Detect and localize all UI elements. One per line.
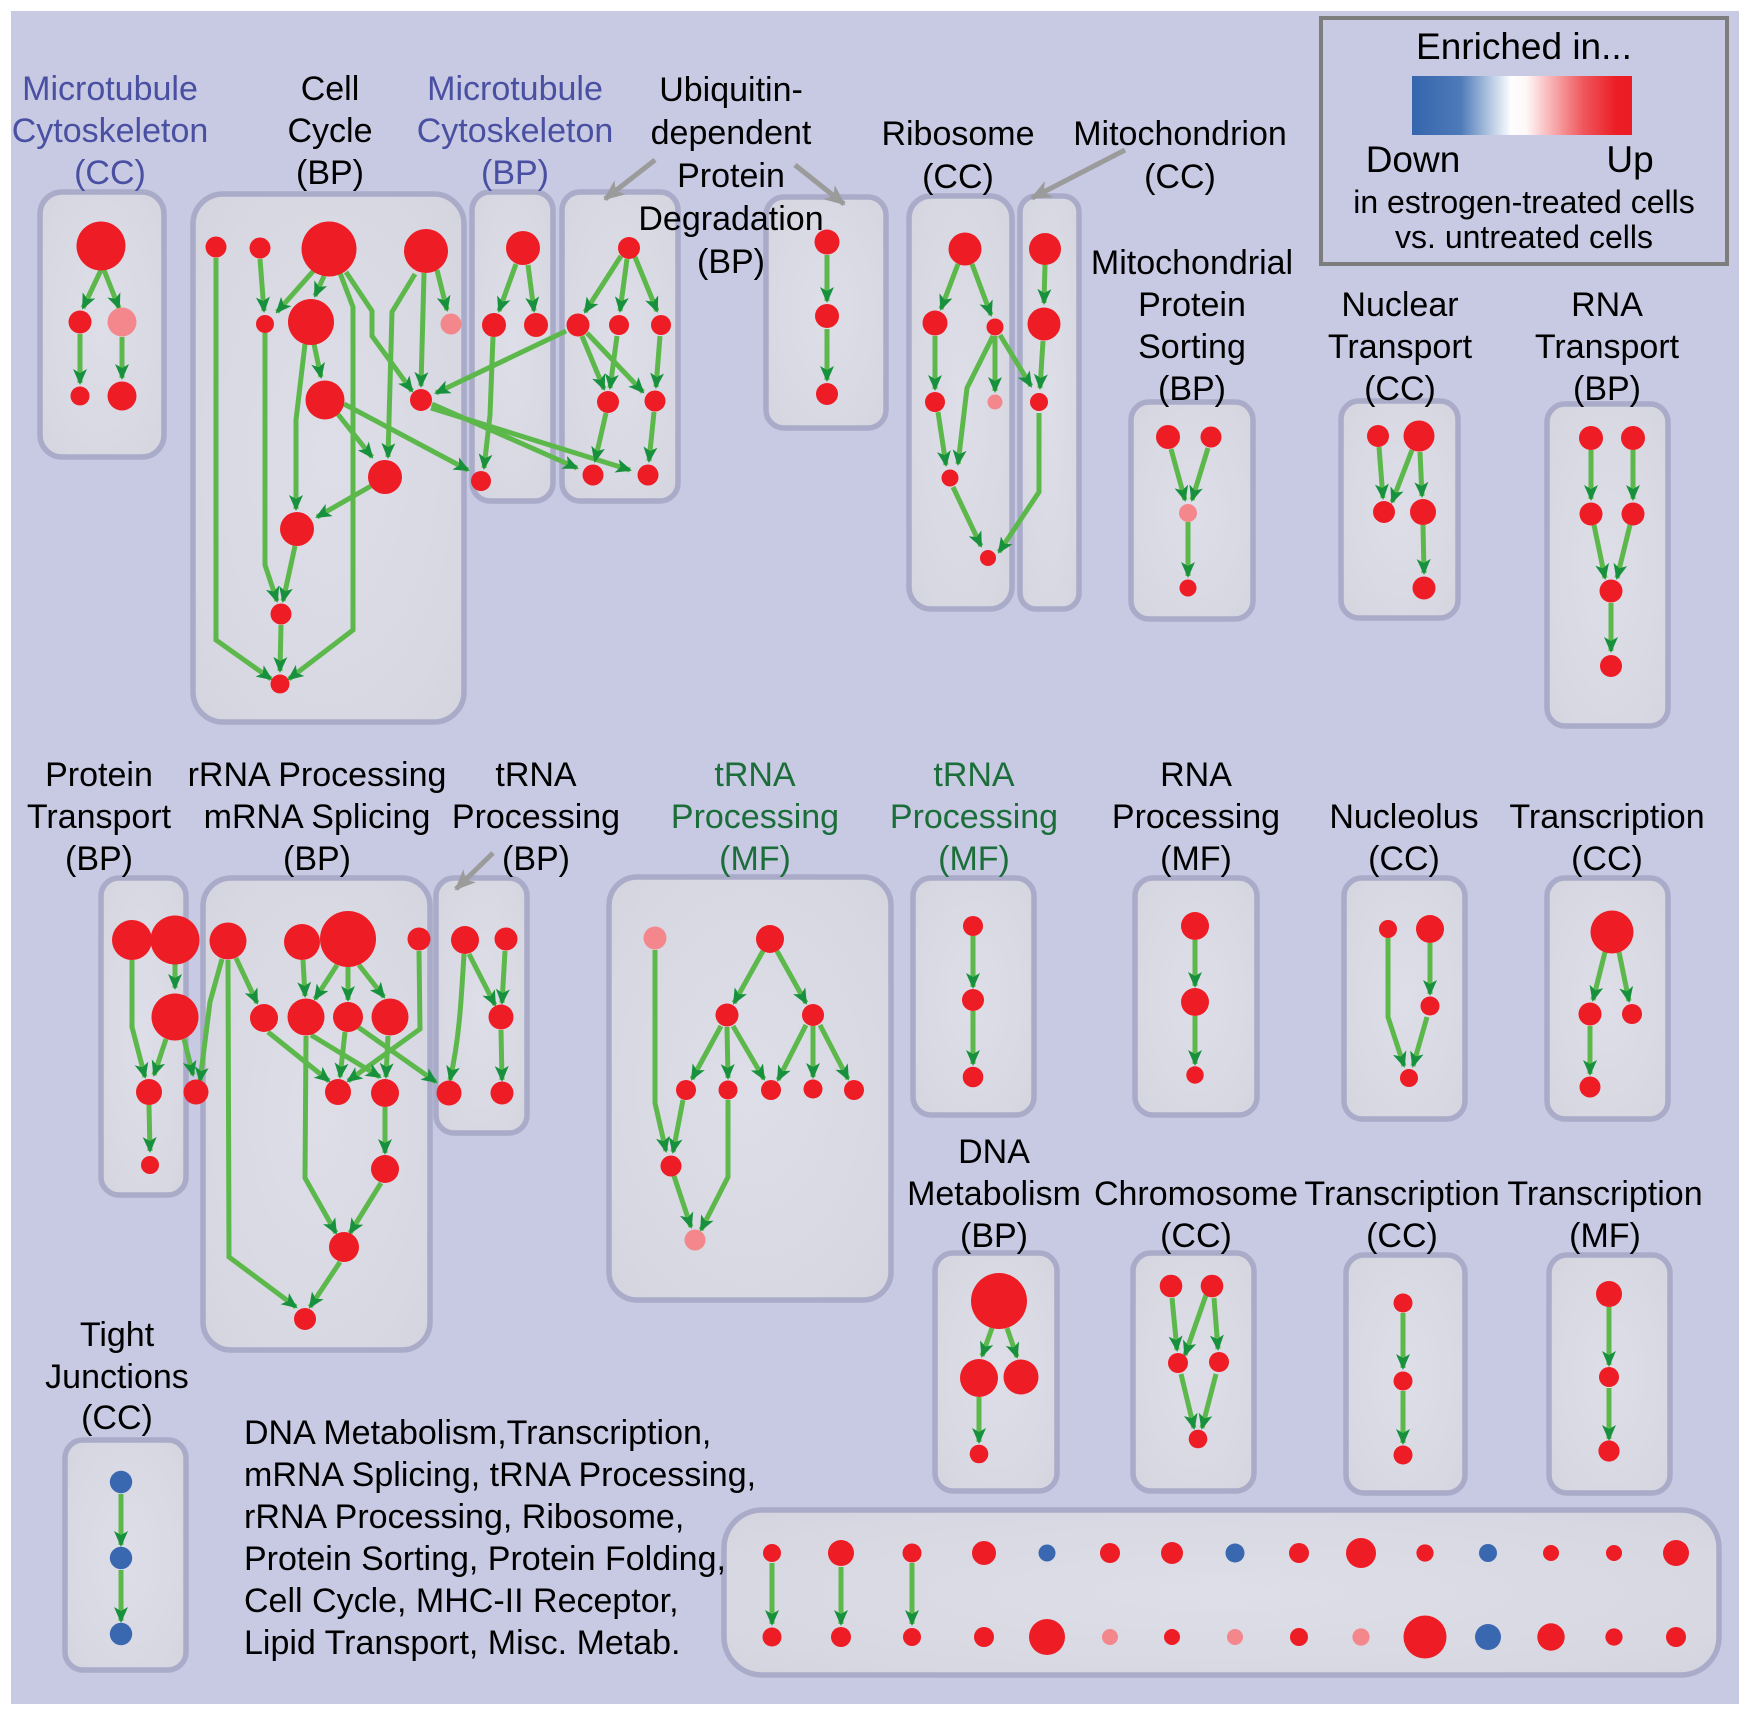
- svg-text:DNA Metabolism,Transcription,: DNA Metabolism,Transcription,: [244, 1414, 711, 1452]
- svg-text:dependent: dependent: [651, 114, 812, 152]
- svg-text:Lipid Transport, Misc. Metab.: Lipid Transport, Misc. Metab.: [244, 1624, 681, 1662]
- svg-text:Processing: Processing: [671, 798, 839, 836]
- svg-text:DNA: DNA: [958, 1133, 1030, 1171]
- svg-text:Transport: Transport: [1535, 328, 1680, 366]
- svg-text:(CC): (CC): [1160, 1217, 1232, 1255]
- svg-text:(CC): (CC): [1571, 840, 1643, 878]
- svg-text:(MF): (MF): [1569, 1217, 1641, 1255]
- svg-text:(MF): (MF): [1160, 840, 1232, 878]
- svg-text:(MF): (MF): [719, 840, 791, 878]
- svg-text:Processing: Processing: [890, 798, 1058, 836]
- svg-text:Chromosome: Chromosome: [1094, 1175, 1298, 1213]
- svg-text:Degradation: Degradation: [638, 200, 823, 238]
- svg-text:Protein Sorting, Protein Foldi: Protein Sorting, Protein Folding,: [244, 1540, 726, 1578]
- svg-text:Tight: Tight: [80, 1316, 155, 1354]
- svg-text:(CC): (CC): [1368, 840, 1440, 878]
- svg-text:Protein: Protein: [1138, 286, 1246, 324]
- svg-text:(BP): (BP): [502, 840, 570, 878]
- svg-text:Cycle: Cycle: [287, 112, 372, 150]
- svg-text:(CC): (CC): [1364, 370, 1436, 408]
- svg-text:Transcription: Transcription: [1509, 798, 1704, 836]
- svg-text:rRNA Processing: rRNA Processing: [188, 756, 447, 794]
- svg-text:(BP): (BP): [960, 1217, 1028, 1255]
- svg-text:Processing: Processing: [452, 798, 620, 836]
- svg-text:tRNA: tRNA: [933, 756, 1015, 794]
- svg-text:Transport: Transport: [27, 798, 172, 836]
- svg-text:Transport: Transport: [1328, 328, 1473, 366]
- svg-text:Metabolism: Metabolism: [907, 1175, 1081, 1213]
- svg-text:(BP): (BP): [697, 243, 765, 281]
- svg-text:(MF): (MF): [938, 840, 1010, 878]
- svg-text:Down: Down: [1366, 139, 1461, 180]
- svg-text:(CC): (CC): [81, 1399, 153, 1437]
- svg-text:Cell Cycle, MHC-II Receptor,: Cell Cycle, MHC-II Receptor,: [244, 1582, 679, 1620]
- svg-text:(CC): (CC): [1366, 1217, 1438, 1255]
- svg-text:Microtubule: Microtubule: [22, 70, 198, 108]
- svg-text:(BP): (BP): [1158, 370, 1226, 408]
- svg-text:Protein: Protein: [45, 756, 153, 794]
- svg-text:Enriched in...: Enriched in...: [1416, 26, 1632, 67]
- svg-text:in estrogen-treated cells: in estrogen-treated cells: [1353, 184, 1695, 220]
- svg-text:Up: Up: [1606, 139, 1653, 180]
- svg-text:Transcription: Transcription: [1304, 1175, 1499, 1213]
- svg-text:Ribosome: Ribosome: [881, 115, 1034, 153]
- svg-text:Mitochondrial: Mitochondrial: [1091, 244, 1293, 282]
- svg-text:rRNA Processing, Ribosome,: rRNA Processing, Ribosome,: [244, 1498, 684, 1536]
- svg-text:Sorting: Sorting: [1138, 328, 1246, 366]
- svg-text:Transcription: Transcription: [1507, 1175, 1702, 1213]
- svg-text:Junctions: Junctions: [45, 1358, 189, 1396]
- svg-text:(BP): (BP): [481, 154, 549, 192]
- svg-text:Cytoskeleton: Cytoskeleton: [417, 112, 614, 150]
- svg-text:Cytoskeleton: Cytoskeleton: [12, 112, 209, 150]
- svg-text:(BP): (BP): [65, 840, 133, 878]
- svg-text:(BP): (BP): [296, 154, 364, 192]
- svg-text:(CC): (CC): [1144, 158, 1216, 196]
- svg-text:mRNA Splicing, tRNA Processing: mRNA Splicing, tRNA Processing,: [244, 1456, 756, 1494]
- svg-text:(CC): (CC): [74, 154, 146, 192]
- svg-text:Nucleolus: Nucleolus: [1329, 798, 1478, 836]
- svg-text:Protein: Protein: [677, 157, 785, 195]
- svg-text:Cell: Cell: [301, 70, 360, 108]
- svg-text:(CC): (CC): [922, 158, 994, 196]
- svg-text:mRNA Splicing: mRNA Splicing: [204, 798, 431, 836]
- svg-text:(BP): (BP): [1573, 370, 1641, 408]
- svg-text:tRNA: tRNA: [714, 756, 796, 794]
- svg-text:(BP): (BP): [283, 840, 351, 878]
- svg-text:RNA: RNA: [1571, 286, 1643, 324]
- svg-text:vs. untreated cells: vs. untreated cells: [1395, 219, 1653, 255]
- svg-text:Mitochondrion: Mitochondrion: [1073, 115, 1287, 153]
- svg-text:RNA: RNA: [1160, 756, 1232, 794]
- svg-text:tRNA: tRNA: [495, 756, 577, 794]
- svg-text:Ubiquitin-: Ubiquitin-: [659, 71, 803, 109]
- svg-text:Microtubule: Microtubule: [427, 70, 603, 108]
- svg-text:Processing: Processing: [1112, 798, 1280, 836]
- svg-text:Nuclear: Nuclear: [1341, 286, 1458, 324]
